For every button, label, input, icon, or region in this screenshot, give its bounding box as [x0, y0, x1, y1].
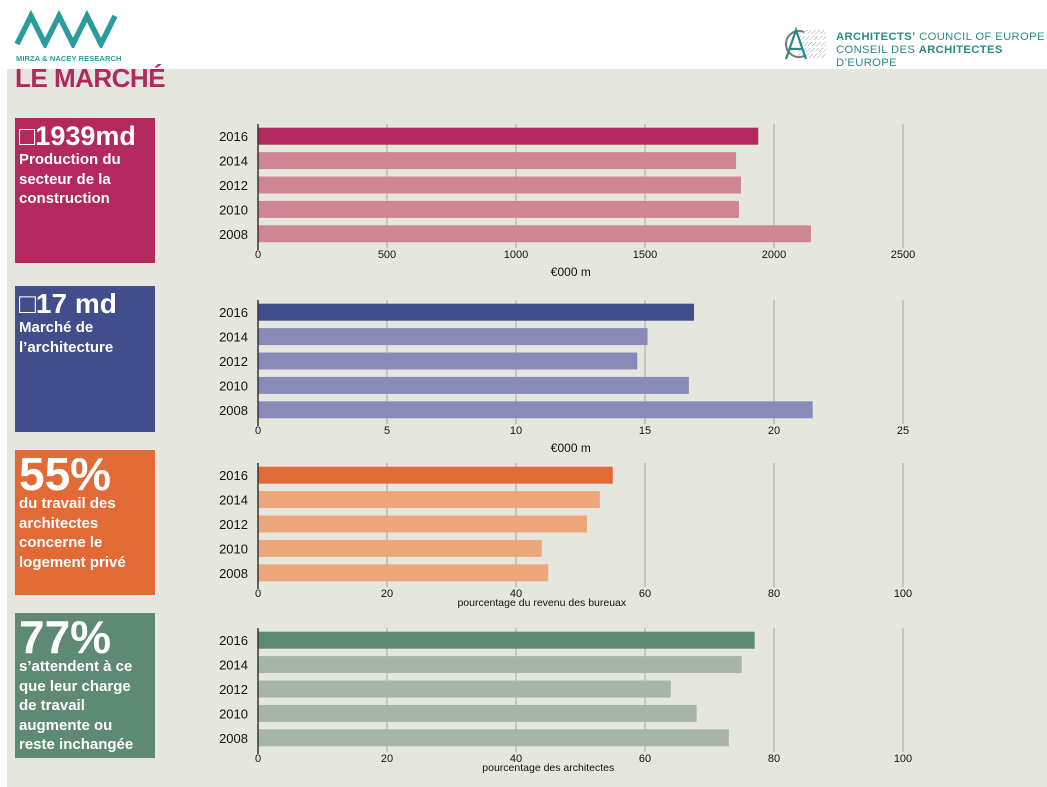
ace-line2-post: D’EUROPE: [836, 57, 898, 69]
x-tick-label: 20: [381, 753, 393, 765]
category-label: 2010: [219, 202, 248, 217]
x-tick-label: 100: [894, 753, 912, 765]
stat-description: s’attendent à ce que leur charge de trav…: [19, 658, 134, 753]
x-tick-label: 10: [510, 425, 522, 437]
bar-2010: [258, 539, 542, 557]
bar-2012: [258, 680, 671, 698]
stat-headline: □1939md: [19, 121, 136, 151]
x-tick-label: 15: [639, 425, 651, 437]
category-label: 2014: [219, 493, 248, 508]
x-tick-label: 60: [639, 588, 651, 600]
page-title: LE MARCHÉ: [15, 63, 166, 93]
x-tick-label: 80: [768, 753, 780, 765]
category-label: 2008: [219, 403, 248, 418]
x-tick-label: 25: [897, 425, 909, 437]
ace-line2-pre: CONSEIL DES: [836, 44, 919, 56]
x-tick-label: 0: [255, 753, 261, 765]
category-label: 2016: [219, 129, 248, 144]
bar-2008: [258, 401, 813, 419]
x-tick-label: 20: [768, 425, 780, 437]
x-tick-label: 1500: [633, 249, 657, 261]
x-tick-label: 500: [378, 249, 396, 261]
category-label: 2014: [219, 330, 248, 345]
x-tick-label: 40: [510, 753, 522, 765]
x-tick-label: 100: [894, 588, 912, 600]
x-tick-label: 2000: [762, 249, 786, 261]
ace-line1-rest: COUNCIL OF EUROPE: [915, 31, 1045, 43]
x-axis-label: €000 m: [551, 441, 591, 455]
stat-headline: □17 md: [19, 288, 117, 319]
bar-2014: [258, 328, 648, 346]
category-label: 2008: [219, 731, 248, 746]
stat-card-housing: 55% du travail des architectes concerne …: [15, 450, 155, 595]
ace-line1-bold: ARCHITECTS’: [836, 31, 916, 43]
x-tick-label: 1000: [504, 249, 528, 261]
x-axis-label: €000 m: [551, 265, 591, 279]
x-axis-label: pourcentage du revenu des bureuax: [457, 597, 626, 609]
x-tick-label: 80: [768, 588, 780, 600]
category-label: 2008: [219, 227, 248, 242]
category-label: 2016: [219, 305, 248, 320]
mirza-nacey-logo-icon: [14, 10, 118, 48]
x-tick-label: 40: [510, 588, 522, 600]
x-tick-label: 20: [381, 588, 393, 600]
category-label: 2012: [219, 354, 248, 369]
category-label: 2014: [219, 658, 248, 673]
stat-headline: 55%: [19, 448, 112, 500]
ace-logo-icon: [784, 27, 826, 60]
bar-2014: [258, 491, 600, 509]
bar-2008: [258, 564, 549, 582]
stat-headline: 77%: [19, 611, 112, 663]
category-label: 2010: [219, 541, 248, 556]
bar-2008: [258, 225, 811, 243]
bar-2016: [258, 303, 695, 321]
bar-2016: [258, 631, 755, 649]
x-tick-label: 0: [255, 425, 261, 437]
bar-2010: [258, 704, 697, 722]
bar-2012: [258, 176, 741, 194]
bar-2010: [258, 200, 739, 218]
category-label: 2012: [219, 178, 248, 193]
stat-description: Marché de l’architecture: [19, 319, 114, 356]
x-tick-label: 60: [639, 753, 651, 765]
bar-2014: [258, 152, 737, 170]
chart-architecture: 2016 2014 2012 2010 2008 0 5 10 15 20 25 €000 m: [219, 300, 909, 455]
x-tick-label: 0: [255, 249, 261, 261]
stat-card-architecture: □17 md Marché de l’architecture: [15, 286, 155, 432]
stat-description: du travail des architectes concerne le l…: [19, 495, 126, 571]
x-tick-label: 2500: [891, 249, 915, 261]
x-tick-label: 5: [384, 425, 390, 437]
stat-card-workload: 77% s’attendent à ce que leur charge de …: [15, 613, 155, 758]
chart-workload: 2016 2014 2012 2010 2008 0 20 40 60 80 100 pourcent…: [219, 628, 912, 774]
bar-2012: [258, 515, 587, 533]
bar-2012: [258, 352, 638, 370]
category-label: 2012: [219, 682, 248, 697]
category-label: 2012: [219, 517, 248, 532]
bar-2016: [258, 127, 759, 145]
bar-2010: [258, 376, 689, 394]
x-tick-label: 0: [255, 588, 261, 600]
category-label: 2016: [219, 468, 248, 483]
chart-housing: 2016 2014 2012 2010 2008 0 20 40 60 80 100 pourcent…: [219, 463, 912, 609]
x-axis-label: pourcentage des architectes: [482, 762, 614, 774]
bar-2016: [258, 466, 613, 484]
category-label: 2010: [219, 706, 248, 721]
ace-logo-text: ARCHITECTS’ COUNCIL OF EUROPE CONSEIL DE…: [836, 31, 1047, 70]
chart-construction: 2016 2014 2012 2010 2008 0 500 1000 1500 2000 2500…: [219, 124, 915, 279]
ace-line2-bold: ARCHITECTES: [918, 44, 1003, 56]
category-label: 2008: [219, 566, 248, 581]
mirza-nacey-logo-text: MIRZA & NACEY RESEARCH: [16, 54, 122, 63]
category-label: 2016: [219, 633, 248, 648]
category-label: 2014: [219, 154, 248, 169]
bar-2014: [258, 656, 742, 674]
bar-2008: [258, 729, 729, 747]
stat-description: Production du secteur de la construction: [19, 151, 121, 207]
stat-card-construction: □1939md Production du secteur de la cons…: [15, 118, 155, 263]
category-label: 2010: [219, 378, 248, 393]
